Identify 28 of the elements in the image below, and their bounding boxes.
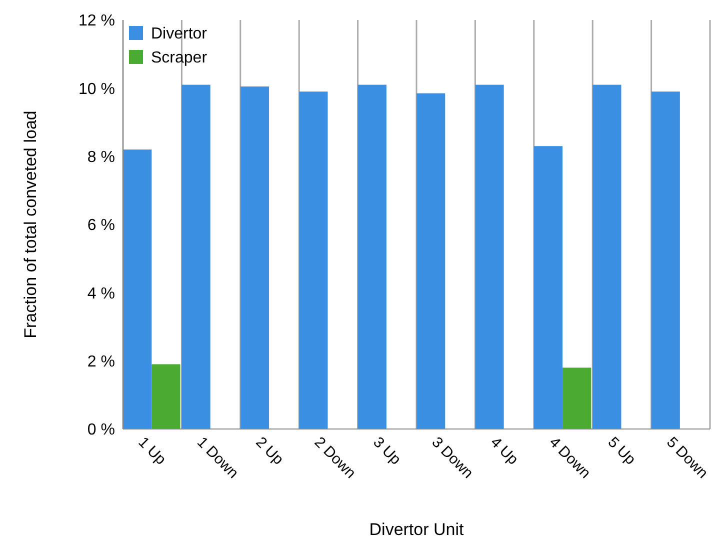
bar (534, 146, 563, 429)
y-tick-label: 6 % (87, 217, 115, 234)
y-tick-label: 10 % (78, 80, 115, 98)
bar (182, 84, 210, 429)
legend-label: Scraper (151, 50, 208, 67)
y-tick-label: 8 % (87, 148, 115, 166)
bar (123, 150, 152, 429)
bar (562, 368, 592, 429)
bar (240, 86, 270, 429)
bar (592, 84, 622, 429)
bar (358, 84, 386, 429)
bar (651, 92, 680, 429)
y-tick-label: 0 % (87, 422, 115, 439)
y-tick-label: 4 % (87, 285, 115, 302)
legend-label: Divertor (151, 26, 208, 43)
x-tick-label: 5 Up (604, 434, 639, 468)
x-tick-label: 2 Up (252, 434, 287, 468)
bar (475, 84, 504, 429)
bar (416, 93, 446, 429)
x-tick-label: 3 Up (370, 434, 404, 468)
x-tick-label: 4 Up (487, 434, 522, 468)
y-tick-label: 12 % (78, 12, 115, 30)
y-tick-label: 2 % (87, 353, 115, 370)
y-axis-title: Fraction of total conveted load (21, 110, 40, 338)
x-axis-title: Divertor Unit (369, 520, 464, 539)
x-tick-label: 1 Up (134, 434, 170, 468)
bar (299, 92, 328, 429)
bar (152, 364, 180, 429)
